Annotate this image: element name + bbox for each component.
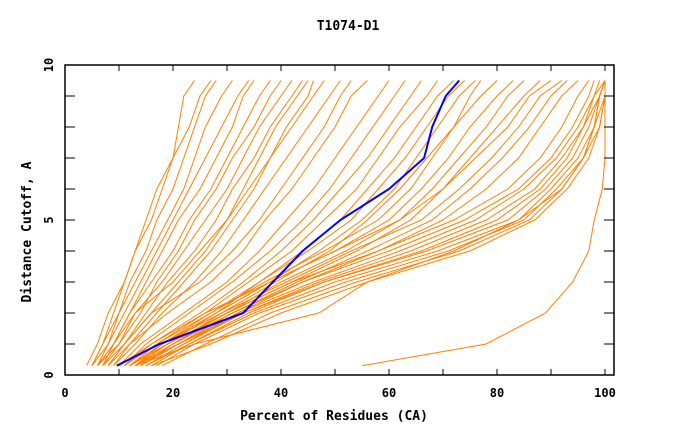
x-axis-label: Percent of Residues (CA) [240, 409, 428, 424]
model-curve-19 [124, 80, 422, 367]
model-curve-32 [145, 80, 579, 367]
model-curve-44 [361, 80, 606, 367]
model-curve-15 [107, 80, 352, 366]
model-curve-38 [134, 80, 606, 367]
x-tick-label: 100 [594, 386, 616, 400]
model-curve-34 [134, 80, 595, 367]
x-tick-label: 0 [61, 386, 68, 400]
model-curve-10 [107, 80, 304, 366]
y-axis-label: Distance Cutoff, A [20, 161, 35, 302]
plot-frame [64, 64, 615, 376]
model-curve-16 [113, 80, 368, 366]
model-curve-8 [97, 80, 282, 367]
model-curve-3 [91, 80, 217, 366]
model-curve-40 [156, 80, 606, 367]
model-curves [86, 79, 606, 367]
model-curve-9 [102, 80, 293, 366]
x-tick-label: 80 [490, 386, 504, 400]
model-curve-33 [129, 80, 590, 367]
model-curve-28 [140, 80, 541, 367]
model-curve-12 [107, 80, 325, 367]
model-curve-4 [96, 80, 233, 366]
model-curve-18 [124, 80, 406, 367]
y-tick-label: 0 [42, 371, 56, 378]
axes: 0 20 40 60 80 100 0 5 10 [42, 58, 616, 400]
model-curve-17 [118, 80, 390, 367]
model-curve-13 [113, 80, 341, 367]
chart-title: T1074-D1 [317, 19, 380, 34]
x-tick-label: 20 [166, 386, 180, 400]
model-curve-29 [118, 80, 552, 367]
model-curve-23 [134, 80, 476, 367]
x-tick-label: 60 [382, 386, 396, 400]
model-curve-30 [129, 80, 563, 367]
y-tick-label: 5 [42, 216, 56, 223]
model-curve-24 [140, 80, 482, 367]
model-curve-42 [151, 80, 606, 367]
model-curve-2 [86, 80, 212, 366]
model-curve-20 [129, 80, 439, 367]
model-curve-14 [96, 80, 314, 366]
model-curve-25 [124, 80, 498, 367]
model-curve-43 [135, 80, 606, 367]
highlighted-model-curve [116, 79, 460, 367]
model-curve-1 [91, 80, 196, 366]
x-tick-label: 40 [274, 386, 288, 400]
model-curve-31 [140, 80, 568, 367]
model-curve-37 [151, 80, 606, 367]
model-curve-5 [91, 80, 250, 366]
model-curve-36 [145, 80, 606, 367]
model-curve-26 [129, 80, 514, 367]
model-curve-7 [102, 80, 271, 366]
y-tick-label: 10 [42, 58, 56, 72]
